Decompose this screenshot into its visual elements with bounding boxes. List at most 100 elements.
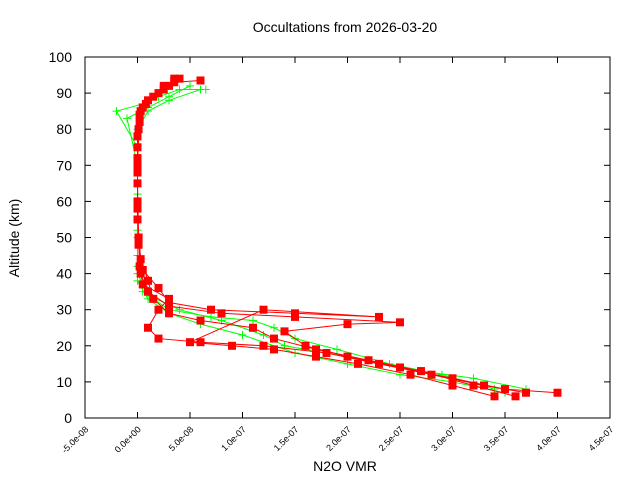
data-point bbox=[312, 352, 320, 361]
data-point bbox=[270, 323, 278, 332]
data-point bbox=[159, 85, 168, 94]
data-point bbox=[501, 385, 509, 394]
data-point bbox=[186, 338, 194, 347]
data-point bbox=[469, 381, 478, 390]
data-point bbox=[165, 298, 173, 307]
y-tick-label: 70 bbox=[56, 157, 72, 173]
data-point bbox=[165, 309, 173, 318]
x-tick-label: 3.5e-07 bbox=[482, 424, 511, 453]
data-point bbox=[522, 388, 530, 397]
data-point bbox=[354, 359, 362, 368]
data-point bbox=[141, 99, 150, 108]
data-point bbox=[448, 381, 457, 390]
data-point bbox=[207, 312, 215, 321]
data-point bbox=[417, 367, 425, 376]
data-point bbox=[427, 370, 436, 379]
data-point bbox=[228, 341, 236, 350]
data-point bbox=[136, 107, 145, 116]
data-point bbox=[165, 96, 173, 105]
data-point bbox=[238, 330, 247, 339]
data-point bbox=[375, 312, 383, 321]
x-tick-label: 0.0e+00 bbox=[113, 424, 143, 454]
data-point bbox=[396, 363, 404, 372]
data-point bbox=[364, 356, 373, 365]
x-tick-label: 5.0e-08 bbox=[167, 424, 196, 453]
y-tick-label: 60 bbox=[56, 193, 72, 209]
y-axis-label: Altitude (km) bbox=[6, 199, 22, 278]
data-point bbox=[343, 352, 352, 361]
data-point bbox=[259, 341, 268, 350]
data-point bbox=[133, 226, 142, 235]
data-point bbox=[165, 81, 173, 90]
x-tick-label: 2.0e-07 bbox=[324, 424, 353, 453]
x-tick-label: 2.5e-07 bbox=[377, 424, 406, 453]
data-point bbox=[133, 204, 142, 213]
data-point bbox=[511, 392, 520, 401]
data-point bbox=[217, 309, 226, 318]
x-tick-label: 1.0e-07 bbox=[219, 424, 248, 453]
data-point bbox=[144, 323, 152, 332]
y-tick-label: 90 bbox=[56, 85, 72, 101]
data-point bbox=[149, 294, 158, 303]
data-point bbox=[170, 74, 179, 83]
y-tick-label: 50 bbox=[56, 230, 72, 246]
data-point bbox=[259, 305, 268, 314]
data-point bbox=[301, 341, 310, 350]
data-point bbox=[196, 85, 205, 94]
data-point bbox=[343, 359, 352, 368]
y-tick-label: 40 bbox=[56, 266, 72, 282]
data-point bbox=[312, 345, 320, 354]
x-axis-label: N2O VMR bbox=[313, 458, 377, 474]
x-tick-label: -5.0e-08 bbox=[60, 424, 91, 455]
series-line bbox=[137, 79, 527, 394]
data-point bbox=[196, 76, 205, 85]
data-point bbox=[175, 74, 184, 83]
data-point bbox=[144, 276, 152, 285]
data-point bbox=[149, 92, 158, 101]
data-point bbox=[134, 240, 143, 249]
data-point bbox=[480, 381, 488, 390]
data-point bbox=[207, 305, 215, 314]
y-tick-label: 80 bbox=[56, 121, 72, 137]
data-point bbox=[123, 114, 131, 123]
data-point bbox=[138, 280, 147, 289]
data-point bbox=[553, 388, 562, 397]
data-point bbox=[270, 334, 278, 343]
data-point bbox=[186, 81, 194, 90]
data-point bbox=[135, 117, 144, 126]
series-line bbox=[137, 78, 495, 397]
data-point bbox=[406, 370, 415, 379]
data-point bbox=[270, 345, 278, 354]
data-point bbox=[322, 349, 331, 358]
data-point bbox=[291, 309, 299, 318]
x-tick-label: 1.5e-07 bbox=[272, 424, 301, 453]
series-1 bbox=[133, 74, 562, 401]
chart-title: Occultations from 2026-03-20 bbox=[253, 19, 438, 35]
data-point bbox=[396, 318, 404, 327]
y-tick-label: 0 bbox=[64, 410, 72, 426]
y-tick-label: 100 bbox=[49, 49, 73, 65]
x-tick-label: 4.5e-07 bbox=[587, 424, 616, 453]
y-tick-label: 10 bbox=[56, 374, 72, 390]
series-line bbox=[137, 85, 516, 397]
data-point bbox=[375, 359, 383, 368]
data-point bbox=[448, 374, 457, 383]
data-point bbox=[469, 374, 478, 383]
y-tick-label: 20 bbox=[56, 338, 72, 354]
data-point bbox=[490, 392, 499, 401]
data-point bbox=[333, 345, 341, 354]
data-point bbox=[144, 287, 152, 296]
data-point bbox=[154, 284, 163, 293]
plot-frame bbox=[84, 56, 611, 419]
data-point bbox=[154, 305, 163, 314]
data-point bbox=[196, 316, 205, 325]
data-point bbox=[196, 338, 205, 347]
x-tick-label: 3.0e-07 bbox=[429, 424, 458, 453]
x-tick-label: 4.0e-07 bbox=[534, 424, 563, 453]
data-point bbox=[249, 323, 257, 332]
data-point bbox=[112, 107, 121, 116]
data-point bbox=[154, 334, 163, 343]
data-point bbox=[133, 154, 142, 163]
data-point bbox=[249, 316, 257, 325]
